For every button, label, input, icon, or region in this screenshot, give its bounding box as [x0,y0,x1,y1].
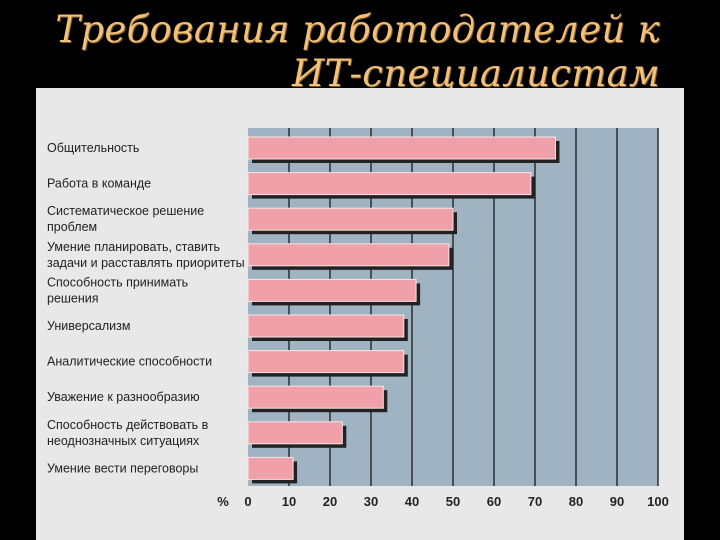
category-label-1-line-0: Работа в команде [47,177,151,191]
x-tick-label-3: 30 [364,494,378,509]
category-label-3-line-1: задачи и расставлять приоритеты [47,256,245,270]
slide-title-line-1: Требования работодателей к [55,8,660,51]
category-label-4-line-1: решения [47,291,99,305]
x-tick-label-6: 60 [487,494,501,509]
category-label-9-line-0: Умение вести переговоры [47,461,198,475]
category-label-6-line-0: Аналитические способности [47,355,212,369]
category-label-0-line-0: Общительность [47,141,139,155]
x-tick-label-9: 90 [610,494,624,509]
bar-8 [247,421,343,445]
x-tick-label-10: 100 [647,494,669,509]
x-tick-label-2: 20 [323,494,337,509]
x-tick-label-1: 10 [282,494,296,509]
x-axis-unit-label: % [217,494,229,509]
slide-title-line-2: ИТ-специалистам [291,52,660,95]
bar-4 [247,278,417,302]
slide-title: Требования работодателей к ИТ-специалист… [0,8,660,96]
category-label-0: Общительность [47,141,139,155]
category-label-8: Способность действовать в неоднозначных с… [47,418,209,448]
category-label-9: Умение вести переговоры [47,461,198,475]
category-label-2-line-1: проблем [47,220,97,234]
bar-chart: Общительность Работа в команде Систематиче… [47,128,669,509]
category-label-4: Способность принимать решения [47,275,188,305]
category-label-8-line-1: неоднозначных ситуациях [47,434,200,448]
x-tick-label-5: 50 [446,494,460,509]
category-label-5-line-0: Универсализм [47,319,130,333]
x-tick-label-8: 80 [569,494,583,509]
category-label-5: Универсализм [47,319,130,333]
category-label-3-line-0: Умение планировать, ставить [47,240,220,254]
bar-5 [247,314,405,338]
x-tick-label-0: 0 [244,494,251,509]
category-label-8-line-0: Способность действовать в [47,418,209,432]
category-label-2-line-0: Систематическое решение [47,204,204,218]
x-tick-label-7: 70 [528,494,542,509]
bar-2 [247,207,454,231]
category-label-7: Уважение к разнообразию [47,390,200,404]
bar-6 [247,350,405,374]
category-label-6: Аналитические способности [47,355,212,369]
bar-3 [247,243,450,267]
category-label-4-line-0: Способность принимать [47,275,188,289]
chart-panel: Общительность Работа в команде Систематиче… [36,88,684,540]
bar-7 [247,385,384,409]
bar-9 [247,456,294,480]
bar-1 [247,172,532,196]
bar-0 [247,136,556,160]
category-label-7-line-0: Уважение к разнообразию [47,390,200,404]
category-label-1: Работа в команде [47,177,151,191]
category-label-3: Умение планировать, ставить задачи и расс… [47,240,245,270]
x-tick-label-4: 40 [405,494,419,509]
category-label-2: Систематическое решение проблем [47,204,204,234]
